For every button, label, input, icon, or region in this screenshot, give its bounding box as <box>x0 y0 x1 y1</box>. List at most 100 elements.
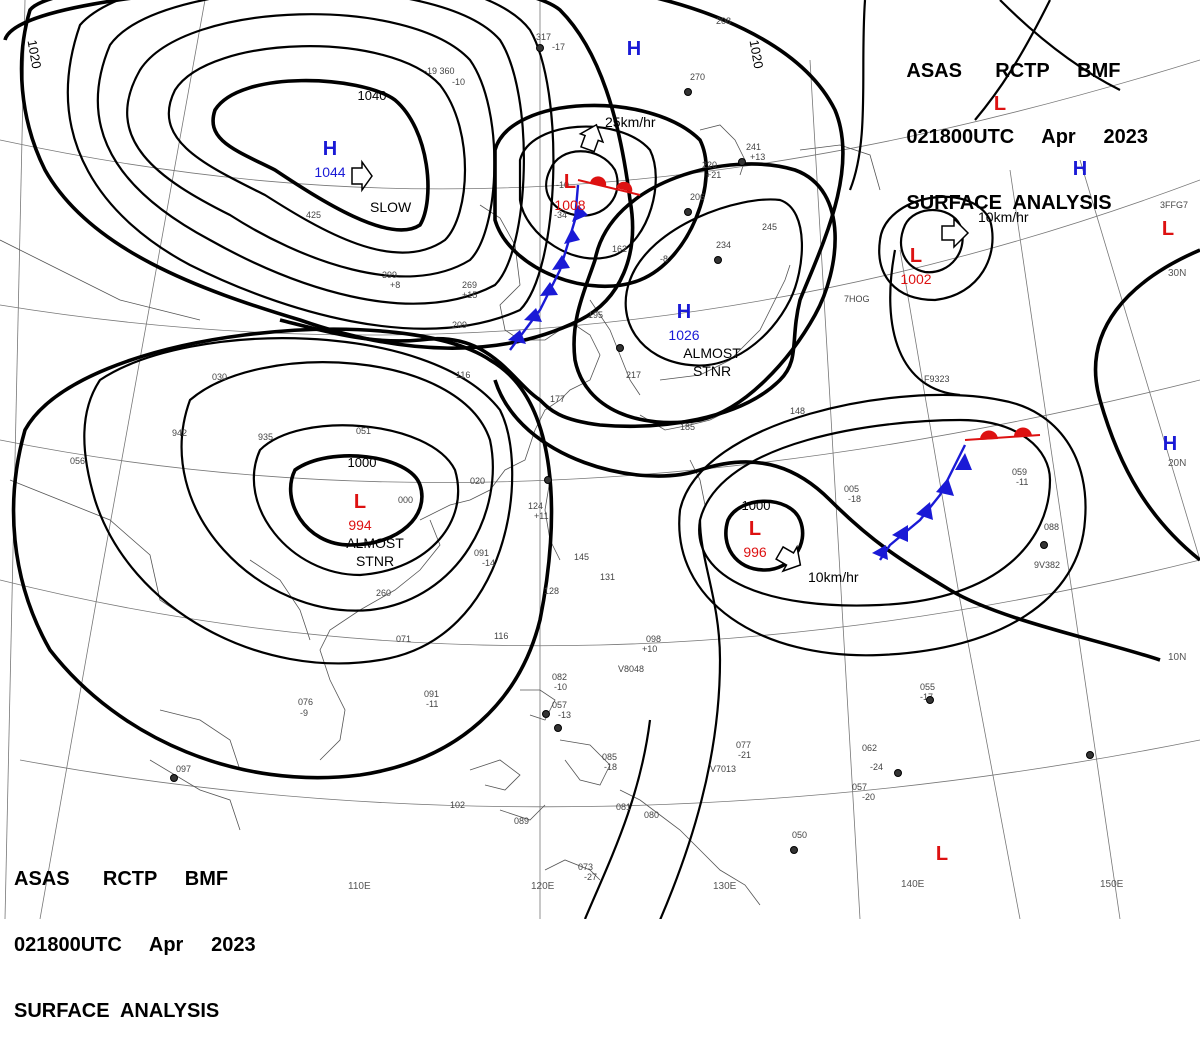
station-value: +21 <box>706 170 721 180</box>
station-value: +8 <box>390 280 400 290</box>
station-marker <box>894 769 902 777</box>
high-center-symbol: H <box>1073 158 1087 180</box>
high-center-symbol: H <box>323 138 337 160</box>
motion-label: 10km/hr <box>808 569 859 585</box>
station-value: 260 <box>376 588 391 598</box>
station-marker <box>544 476 552 484</box>
center-pressure-value: 1002 <box>900 271 931 287</box>
station-value: 128 <box>544 586 559 596</box>
station-value: 088 <box>1044 522 1059 532</box>
station-value: 085 <box>602 752 617 762</box>
station-marker <box>616 344 624 352</box>
station-value: +11 <box>534 511 549 521</box>
station-value: 124 <box>528 501 543 511</box>
isobar-label: 1000 <box>742 498 771 513</box>
longitude-label: 150E <box>1100 879 1124 890</box>
latitude-label: 20N <box>1168 458 1186 469</box>
weather-map: 317-17-19 360-10208270241+13220+21206-34… <box>0 0 1200 919</box>
station-value: 195 <box>588 310 603 320</box>
station-value: 080 <box>644 810 659 820</box>
station-value: 245 <box>762 222 777 232</box>
station-value: 116 <box>494 631 508 641</box>
station-marker <box>1040 541 1048 549</box>
header-line-2: 021800UTC Apr 2023 <box>14 934 256 956</box>
station-value: -10 <box>554 682 567 692</box>
station-value: V7013 <box>710 764 736 774</box>
center-pressure-value: 1044 <box>314 164 345 180</box>
station-value: 185 <box>680 422 695 432</box>
motion-label: 25km/hr <box>605 114 656 130</box>
station-value: +10 <box>642 644 657 654</box>
station-value: 071 <box>396 634 411 644</box>
station-value: -18 <box>604 762 617 772</box>
station-value: 317 <box>536 32 551 42</box>
motion-label: 10km/hr <box>978 209 1029 225</box>
station-value: -8 <box>660 254 668 264</box>
station-value: -11 <box>426 699 438 709</box>
map-labels: 1040 1020 1020 1000 1000 SLOW 25km/hr 10km/hr 10… <box>25 39 1187 892</box>
low-center-symbol: L <box>749 518 761 540</box>
station-value: 234 <box>716 240 731 250</box>
map-header-top-right: ASAS RCTP BMF 021800UTC Apr 2023 SURFACE… <box>906 16 1148 236</box>
station-value: -10 <box>452 77 465 87</box>
station-value: -19 360 <box>424 66 455 76</box>
station-value: -14 <box>482 558 495 568</box>
station-value: 942 <box>172 428 187 438</box>
station-marker <box>926 696 934 704</box>
high-center-symbol: H <box>677 301 691 323</box>
station-value: 073 <box>578 862 593 872</box>
station-marker <box>542 710 550 718</box>
low-center-symbol: L <box>936 843 948 865</box>
station-value: 116 <box>456 370 470 380</box>
station-marker <box>1086 751 1094 759</box>
coastlines <box>0 124 881 906</box>
station-value: 935 <box>258 432 273 442</box>
station-value: 098 <box>646 634 661 644</box>
isobars <box>3 0 1200 919</box>
longitude-label: 120E <box>531 881 555 892</box>
station-value: 055 <box>920 682 935 692</box>
station-value: -24 <box>870 762 883 772</box>
station-value: -9 <box>300 708 308 718</box>
header-line-3: SURFACE ANALYSIS <box>906 192 1112 214</box>
station-value: 056 <box>70 456 85 466</box>
station-value: 217 <box>626 370 641 380</box>
station-value: 3FFG7 <box>1160 200 1188 210</box>
station-value: 076 <box>298 697 313 707</box>
station-value: -27 <box>584 872 597 882</box>
high-center-symbol: H <box>627 38 641 60</box>
header-line-1: ASAS RCTP BMF <box>14 868 229 890</box>
station-value: -11 <box>1016 477 1028 487</box>
header-line-1: ASAS RCTP BMF <box>906 60 1121 82</box>
latitude-label: 10N <box>1168 652 1186 663</box>
station-value: 270 <box>690 72 705 82</box>
station-value: -17 <box>920 692 933 702</box>
station-value: 241 <box>746 142 761 152</box>
station-value: -13 <box>558 710 571 720</box>
station-value: 7HOG <box>844 294 870 304</box>
motion-arrows <box>351 123 970 573</box>
station-marker <box>554 724 562 732</box>
motion-label: SLOW <box>370 199 412 215</box>
station-value: 220 <box>702 160 717 170</box>
header-line-3: SURFACE ANALYSIS <box>14 1000 220 1022</box>
low-center-symbol: L <box>994 93 1006 115</box>
low-center-symbol: L <box>910 245 922 267</box>
station-value: 209 <box>452 320 467 330</box>
station-value: 145 <box>574 552 589 562</box>
motion-label: ALMOST <box>346 535 404 551</box>
motion-label: STNR <box>356 553 394 569</box>
station-value: -34 <box>554 210 567 220</box>
station-value: 399 <box>382 270 397 280</box>
station-marker <box>684 88 692 96</box>
station-value: 102 <box>450 800 465 810</box>
station-value: 131 <box>600 572 615 582</box>
station-value: 030 <box>212 372 227 382</box>
center-pressure-value: 1026 <box>668 327 699 343</box>
station-value: +15 <box>462 290 477 300</box>
center-pressure-value: 996 <box>743 544 767 560</box>
station-value: 206 <box>690 192 705 202</box>
low-center-symbol: L <box>1162 218 1174 240</box>
header-line-2: 021800UTC Apr 2023 <box>906 126 1148 148</box>
motion-label: STNR <box>693 363 731 379</box>
